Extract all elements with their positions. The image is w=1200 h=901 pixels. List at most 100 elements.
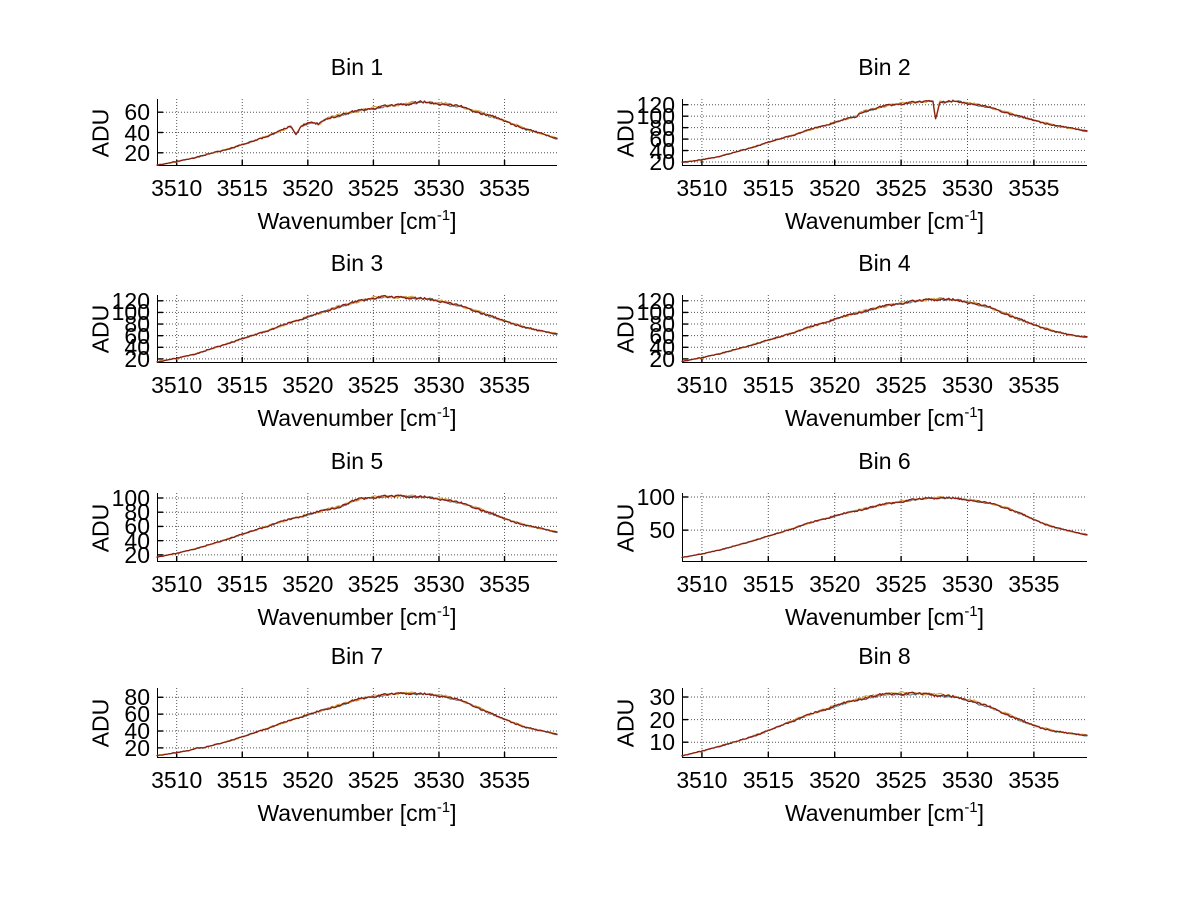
- y-axis-label: ADU: [612, 503, 639, 552]
- spectrum-line-darkred: [681, 691, 1088, 757]
- y-tick-label: 80: [649, 311, 675, 338]
- y-tick-label: 120: [636, 91, 675, 118]
- y-axis-label: ADU: [87, 503, 114, 552]
- plot-title: Bin 4: [858, 250, 911, 276]
- x-tick-label: 3520: [809, 175, 861, 201]
- y-tick-label: 40: [124, 527, 150, 554]
- x-tick-label: 3525: [347, 175, 399, 201]
- x-axis-label-superscript: -1: [964, 603, 978, 620]
- y-tick-label: 20: [649, 148, 675, 175]
- x-tick-label: 3535: [478, 767, 531, 793]
- x-axis-label-text: Wavenumber [cm: [784, 208, 965, 234]
- x-axis-label: Wavenumber [cm-1]: [157, 207, 557, 238]
- x-tick-label: 3525: [347, 767, 399, 793]
- x-tick-label: 3510: [676, 767, 728, 793]
- x-axis-label-bracket: ]: [977, 800, 985, 826]
- x-axis-label-bracket: ]: [450, 405, 457, 431]
- y-tick-label: 80: [124, 311, 150, 338]
- x-axis-label-bracket: ]: [450, 800, 457, 826]
- x-tick-label: 3520: [282, 372, 334, 398]
- y-tick-label: 60: [649, 322, 675, 349]
- spectrum-line-darkred: [156, 494, 558, 558]
- y-tick-label: 120: [111, 287, 150, 314]
- x-tick-label: 3510: [151, 372, 203, 398]
- x-tick-label: 3535: [1008, 767, 1060, 793]
- y-axis-label: ADU: [612, 304, 639, 354]
- x-tick-label: 3535: [1008, 372, 1060, 398]
- x-axis-label-text: Wavenumber [cm: [257, 800, 437, 826]
- plot-title: Bin 2: [858, 54, 911, 80]
- x-tick-label: 3525: [875, 767, 927, 793]
- y-tick-label: 60: [124, 513, 150, 540]
- x-tick-label: 3535: [478, 372, 531, 398]
- x-tick-label: 3515: [742, 767, 794, 793]
- plot-area-bin-1: [156, 99, 558, 166]
- y-tick-label: 80: [124, 499, 150, 526]
- x-tick-label: 3535: [1008, 571, 1060, 597]
- y-tick-label: 20: [124, 345, 150, 372]
- x-tick-label: 3530: [413, 571, 465, 597]
- y-tick-label: 50: [649, 517, 675, 544]
- y-tick-label: 100: [111, 299, 150, 326]
- x-tick-label: 3530: [413, 767, 465, 793]
- y-tick-label: 40: [124, 718, 150, 744]
- spectrum-line-teal: [156, 295, 558, 363]
- y-axis-label: ADU: [612, 698, 639, 748]
- x-tick-label: 3510: [151, 175, 203, 201]
- x-axis-label: Wavenumber [cm-1]: [157, 404, 557, 435]
- x-tick-label: 3535: [478, 571, 531, 597]
- y-tick-label: 100: [111, 484, 150, 511]
- spectrum-line-teal: [681, 298, 1088, 362]
- x-axis-label-superscript: -1: [964, 404, 978, 421]
- spectrum-line-orange: [156, 295, 558, 363]
- x-axis-label-bracket: ]: [977, 604, 985, 630]
- x-tick-label: 3530: [413, 372, 465, 398]
- y-tick-label: 80: [124, 684, 150, 711]
- x-tick-label: 3520: [282, 175, 334, 201]
- x-tick-label: 3515: [216, 175, 268, 201]
- plot-title: Bin 5: [330, 448, 384, 474]
- x-tick-label: 3515: [216, 372, 268, 398]
- spectrum-line-orange: [156, 691, 558, 757]
- x-tick-label: 3515: [742, 175, 794, 201]
- y-axis-label: ADU: [612, 108, 639, 157]
- y-tick-label: 60: [649, 126, 675, 153]
- spectrum-line-orange: [681, 691, 1088, 757]
- x-axis-label-bracket: ]: [977, 405, 985, 431]
- y-tick-label: 20: [649, 345, 675, 372]
- spectrum-line-darkred: [156, 692, 558, 757]
- x-axis-label-text: Wavenumber [cm: [257, 604, 437, 630]
- y-tick-label: 40: [649, 137, 675, 164]
- x-axis-label-superscript: -1: [964, 207, 978, 224]
- plot-title: Bin 3: [330, 250, 384, 276]
- y-tick-label: 60: [124, 99, 150, 126]
- y-axis-label: ADU: [87, 698, 114, 748]
- y-tick-label: 40: [124, 119, 150, 146]
- plot-title: Bin 6: [858, 448, 911, 474]
- y-tick-label: 60: [124, 322, 150, 349]
- x-tick-label: 3515: [742, 372, 794, 398]
- x-tick-label: 3520: [809, 372, 861, 398]
- x-tick-label: 3515: [742, 571, 794, 597]
- y-tick-label: 120: [636, 287, 675, 314]
- x-axis-label: Wavenumber [cm-1]: [682, 603, 1087, 634]
- spectrum-line-darkred: [156, 294, 558, 363]
- x-tick-label: 3525: [347, 571, 399, 597]
- spectrum-line-darkred: [681, 496, 1088, 559]
- x-axis-label: Wavenumber [cm-1]: [157, 799, 557, 830]
- x-axis-label-bracket: ]: [450, 208, 457, 234]
- x-axis-label-text: Wavenumber [cm: [257, 405, 437, 431]
- spectrum-line-teal: [681, 100, 1088, 163]
- x-axis-label-bracket: ]: [977, 208, 985, 234]
- x-tick-label: 3520: [809, 571, 861, 597]
- x-tick-label: 3510: [676, 571, 728, 597]
- spectrum-line-teal: [681, 497, 1088, 558]
- x-tick-label: 3515: [216, 767, 268, 793]
- y-tick-label: 20: [124, 139, 150, 166]
- x-axis-label-superscript: -1: [436, 799, 451, 816]
- plot-area-bin-5: [156, 493, 558, 562]
- x-axis-label-text: Wavenumber [cm: [784, 405, 965, 431]
- x-axis-label: Wavenumber [cm-1]: [157, 603, 557, 634]
- x-axis-label: Wavenumber [cm-1]: [682, 799, 1087, 830]
